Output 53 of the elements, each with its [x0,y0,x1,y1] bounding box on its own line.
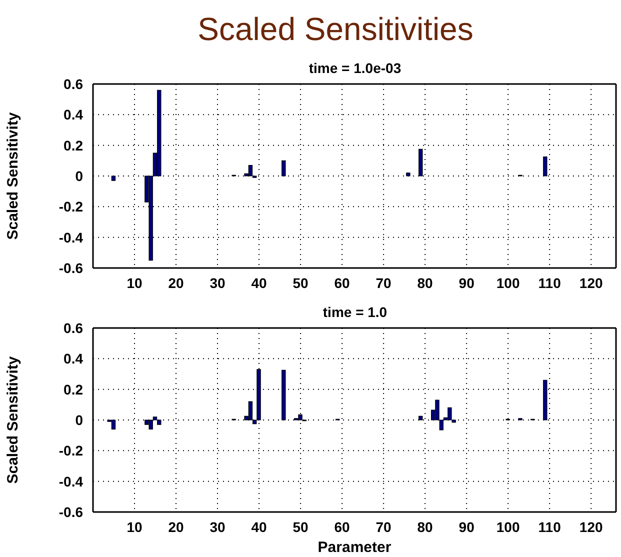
x-tick-label: 90 [458,274,475,291]
x-tick-label: 10 [126,518,143,535]
x-tick-label: 30 [210,274,226,291]
y-tick-label: 0 [75,168,84,184]
y-axis-title: Scaled Sensitivity [4,356,22,484]
x-tick-label: 100 [496,518,520,535]
bar [111,176,116,181]
y-tick-label: 0.6 [64,76,84,92]
x-tick-label: 80 [417,518,434,535]
chart-subtitle: time = 1.0e-03 [308,59,402,78]
y-tick-label: -0.4 [58,473,84,490]
chart-subtitle: time = 1.0 [322,303,388,322]
y-tick-label: 0.4 [64,106,84,123]
bar [248,401,253,420]
y-tick-label: 0.6 [64,320,84,336]
x-tick-label: 110 [538,518,562,535]
y-tick-label: 0.4 [64,350,84,367]
x-tick-label: 90 [458,518,475,535]
x-tick-label: 60 [334,518,350,535]
bar [248,164,253,176]
x-tick-label: 50 [292,274,309,291]
x-tick-label: 40 [251,274,268,291]
y-axis-title: Scaled Sensitivity [4,112,22,240]
x-tick-label: 120 [579,274,603,291]
y-tick-label: -0.6 [58,504,84,520]
y-tick-label: -0.4 [58,229,84,246]
y-tick-label: 0.2 [64,381,84,398]
x-tick-label: 120 [579,518,603,535]
x-tick-label: 20 [168,518,184,535]
y-tick-label: -0.2 [58,442,84,459]
x-tick-label: 70 [376,518,392,535]
x-tick-label: 100 [496,274,520,291]
x-tick-label: 20 [168,274,184,291]
x-tick-label: 30 [210,518,226,535]
bar [406,172,410,176]
x-tick-label: 110 [538,274,562,291]
bar [448,407,452,420]
x-tick-label: 60 [334,274,350,291]
y-tick-label: -0.2 [58,198,84,215]
y-tick-label: 0 [75,412,84,428]
x-tick-label: 50 [292,518,309,535]
x-tick-label: 70 [376,274,392,291]
bar [148,420,153,430]
bar [282,160,286,176]
y-tick-label: 0.2 [64,137,84,154]
x-axis-title: Parameter [318,539,392,556]
chart-title: Scaled Sensitivities [196,10,474,49]
y-tick-label: -0.6 [58,260,84,276]
x-tick-label: 10 [126,274,143,291]
bar [111,420,116,430]
x-tick-label: 40 [251,518,268,535]
x-tick-label: 80 [417,274,434,291]
bar [282,370,286,420]
